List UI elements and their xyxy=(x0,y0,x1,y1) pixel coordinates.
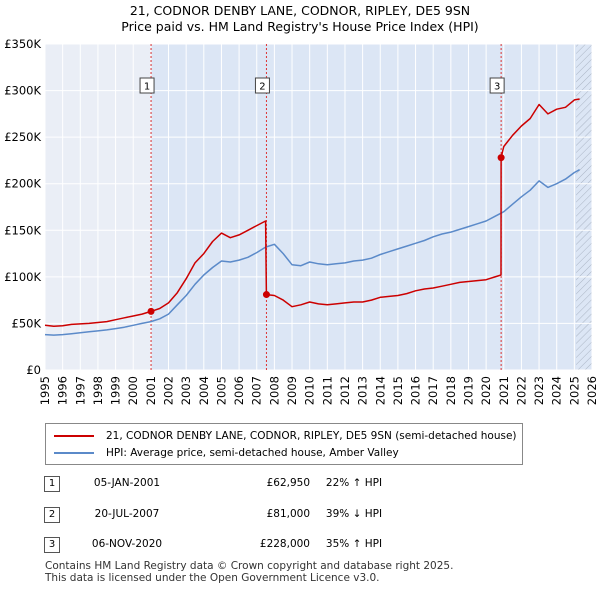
x-tick-label: 2008 xyxy=(267,376,281,405)
transaction-price: £81,000 xyxy=(266,508,310,520)
y-tick-label: £150K xyxy=(4,223,41,237)
hpi-line xyxy=(44,169,580,336)
x-tick-label: 2023 xyxy=(532,376,546,405)
x-tick-label: 2015 xyxy=(391,376,405,405)
x-tick-label: 2002 xyxy=(162,376,176,405)
y-tick-label: £0 xyxy=(26,363,41,377)
x-axis-ticks: 1995 1996 1997 1998 1999 2000 2001 2002 2003 2004… xyxy=(38,376,599,405)
x-tick-label: 2022 xyxy=(514,376,528,405)
x-tick-label: 2026 xyxy=(585,376,599,405)
x-tick-label: 2013 xyxy=(356,376,370,405)
x-tick-label: 2011 xyxy=(320,376,334,405)
hatched-forecast-region xyxy=(576,44,592,370)
transaction-number: 2 xyxy=(44,507,60,523)
x-tick-label: 2025 xyxy=(567,376,581,405)
footer-line2: This data is licensed under the Open Gov… xyxy=(45,572,380,584)
transaction-date: 06-NOV-2020 xyxy=(91,538,163,550)
series-lines xyxy=(44,98,580,336)
transaction-price: £62,950 xyxy=(266,477,310,489)
x-tick-label: 2012 xyxy=(338,376,352,405)
x-tick-label: 1995 xyxy=(38,376,52,405)
x-tick-label: 2001 xyxy=(144,376,158,405)
legend-red-label: 21, CODNOR DENBY LANE, CODNOR, RIPLEY, D… xyxy=(106,430,517,442)
x-tick-label: 2006 xyxy=(232,376,246,405)
legend-item-red: 21, CODNOR DENBY LANE, CODNOR, RIPLEY, D… xyxy=(54,429,517,443)
x-tick-label: 2007 xyxy=(250,376,264,405)
transaction-hpi-diff: 22% ↑ HPI xyxy=(325,477,383,489)
y-tick-label: £100K xyxy=(4,270,41,284)
x-tick-label: 2009 xyxy=(285,376,299,405)
y-tick-label: £50K xyxy=(12,316,42,330)
shaded-region xyxy=(150,44,592,370)
x-tick-label: 2018 xyxy=(444,376,458,405)
x-tick-label: 2000 xyxy=(126,376,140,405)
x-tick-label: 2014 xyxy=(373,376,387,405)
footer-line1: Contains HM Land Registry data © Crown c… xyxy=(45,560,454,572)
x-tick-label: 1998 xyxy=(91,376,105,405)
x-tick-label: 1999 xyxy=(109,376,123,405)
sale-point-2 xyxy=(262,291,270,299)
x-tick-label: 2019 xyxy=(461,376,475,405)
x-tick-label: 1997 xyxy=(73,376,87,405)
chart-title-line2: Price paid vs. HM Land Registry's House … xyxy=(121,19,479,34)
sale-point-3 xyxy=(497,154,505,162)
x-tick-label: 2004 xyxy=(197,376,211,405)
x-tick-label: 2017 xyxy=(426,376,440,405)
x-tick-label: 2016 xyxy=(409,376,423,405)
marker-box-3 xyxy=(489,77,505,94)
sale-point-1 xyxy=(147,307,155,315)
x-tick-label: 2003 xyxy=(179,376,193,405)
x-tick-label: 2024 xyxy=(550,376,564,405)
y-tick-label: £300K xyxy=(4,84,41,98)
marker-label-1: 1 xyxy=(144,82,150,93)
x-tick-label: 2010 xyxy=(303,376,317,405)
x-tick-label: 2005 xyxy=(214,376,228,405)
x-tick-label: 2021 xyxy=(497,376,511,405)
x-tick-label: 1996 xyxy=(56,376,70,405)
transaction-date: 05-JAN-2001 xyxy=(93,477,161,489)
marker-label-2: 2 xyxy=(259,82,265,93)
legend-blue-swatch xyxy=(54,452,94,454)
y-tick-label: £200K xyxy=(4,177,41,191)
legend-red-swatch xyxy=(54,435,94,437)
price-chart: £0 £50K £100K £150K £200K £250K £300K £350K 199… xyxy=(4,37,599,405)
price-paid-line xyxy=(44,98,580,327)
transaction-hpi-diff: 39% ↓ HPI xyxy=(325,508,383,520)
legend: 21, CODNOR DENBY LANE, CODNOR, RIPLEY, D… xyxy=(45,423,523,465)
legend-blue-label: HPI: Average price, semi-detached house,… xyxy=(106,447,399,459)
marker-label-3: 3 xyxy=(494,82,500,93)
marker-box-2 xyxy=(254,77,270,94)
footer: Contains HM Land Registry data © Crown c… xyxy=(45,560,453,584)
transaction-number: 3 xyxy=(44,537,60,553)
transaction-date: 20-JUL-2007 xyxy=(94,508,160,520)
y-tick-label: £350K xyxy=(4,37,41,51)
x-tick-label: 2020 xyxy=(479,376,493,405)
y-tick-label: £250K xyxy=(4,130,41,144)
marker-labels: 1 2 3 xyxy=(139,77,505,94)
legend-item-blue: HPI: Average price, semi-detached house,… xyxy=(54,446,399,460)
transaction-hpi-diff: 35% ↑ HPI xyxy=(325,538,383,550)
chart-title-line1: 21, CODNOR DENBY LANE, CODNOR, RIPLEY, D… xyxy=(129,3,471,18)
transaction-number: 1 xyxy=(44,476,60,492)
transaction-price: £228,000 xyxy=(259,538,310,550)
y-axis-ticks: £0 £50K £100K £150K £200K £250K £300K £350K xyxy=(4,37,41,377)
marker-box-1 xyxy=(139,77,155,94)
sale-points xyxy=(147,154,505,315)
